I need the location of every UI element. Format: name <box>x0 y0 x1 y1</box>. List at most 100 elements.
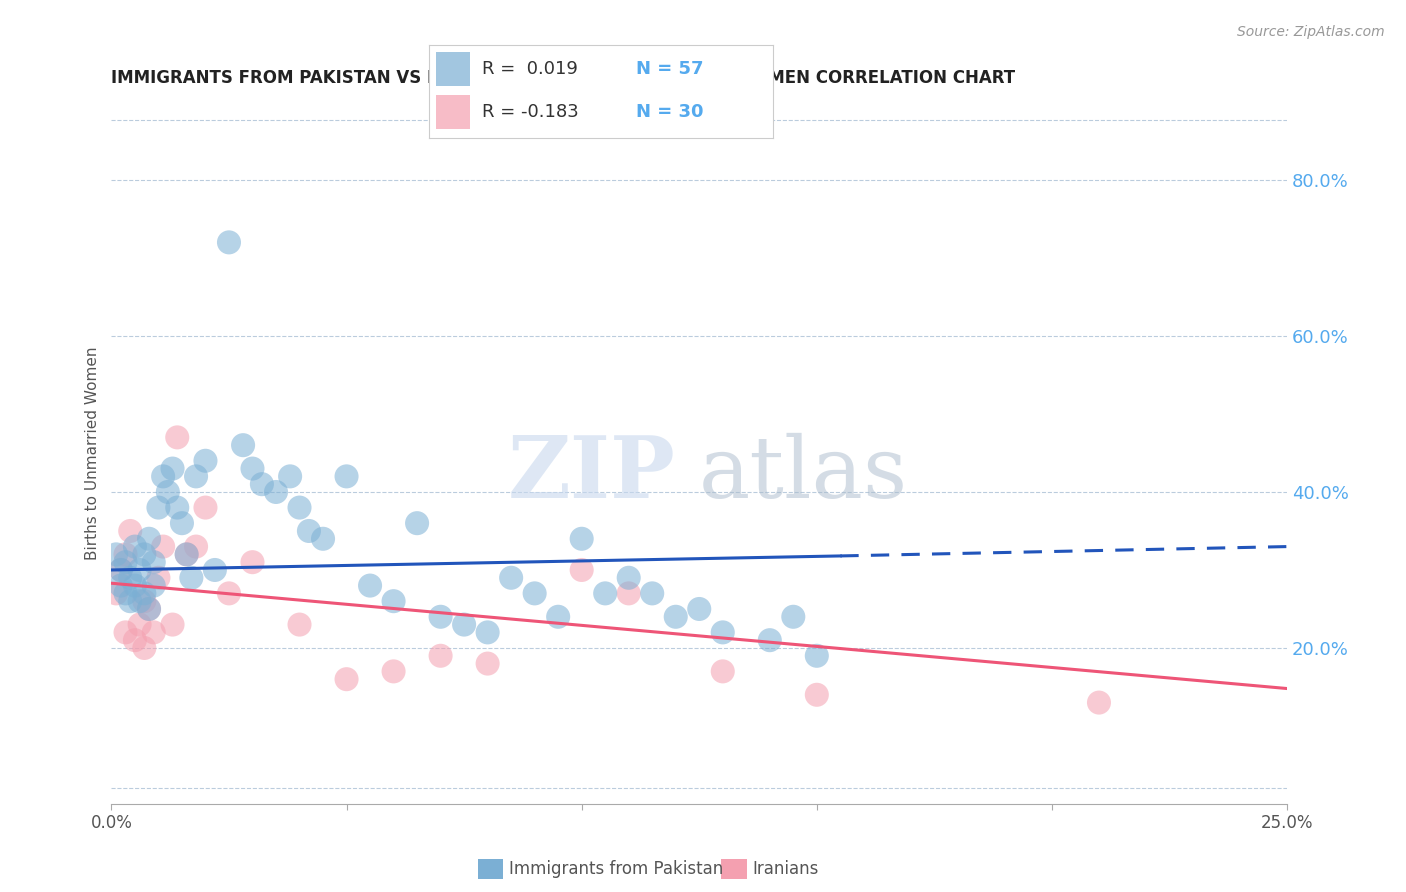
Point <box>110 563 132 577</box>
Point <box>288 617 311 632</box>
Point <box>218 586 240 600</box>
Point <box>429 609 451 624</box>
Point <box>242 461 264 475</box>
Point <box>142 555 165 569</box>
Point <box>194 454 217 468</box>
Point <box>124 633 146 648</box>
Text: R = -0.183: R = -0.183 <box>482 103 579 121</box>
Point <box>110 578 132 592</box>
Point <box>382 594 405 608</box>
Point <box>120 594 142 608</box>
Text: R =  0.019: R = 0.019 <box>482 60 578 78</box>
Point <box>1088 696 1111 710</box>
Point <box>806 688 828 702</box>
Point <box>162 617 184 632</box>
Point <box>264 485 287 500</box>
Point <box>124 578 146 592</box>
Point <box>204 563 226 577</box>
Point <box>501 571 523 585</box>
Point <box>298 524 321 538</box>
Text: N = 30: N = 30 <box>636 103 703 121</box>
Text: N = 57: N = 57 <box>636 60 703 78</box>
Point <box>688 602 710 616</box>
Point <box>547 609 569 624</box>
Text: atlas: atlas <box>699 433 908 516</box>
Point <box>105 586 128 600</box>
Point <box>138 532 160 546</box>
Point <box>134 594 156 608</box>
Point <box>114 547 136 561</box>
Point <box>335 469 357 483</box>
Point <box>120 571 142 585</box>
Point <box>128 563 150 577</box>
Point <box>665 609 688 624</box>
Point <box>477 625 499 640</box>
Point <box>477 657 499 671</box>
Point <box>571 532 593 546</box>
Point <box>176 547 198 561</box>
Point <box>806 648 828 663</box>
Point <box>114 586 136 600</box>
Point <box>782 609 804 624</box>
Point <box>124 540 146 554</box>
Point <box>571 563 593 577</box>
Point <box>335 672 357 686</box>
Point <box>128 594 150 608</box>
Point <box>359 578 381 592</box>
FancyBboxPatch shape <box>436 52 470 86</box>
Point <box>152 469 174 483</box>
Point <box>134 640 156 655</box>
Text: Source: ZipAtlas.com: Source: ZipAtlas.com <box>1237 25 1385 39</box>
Point <box>641 586 664 600</box>
FancyBboxPatch shape <box>436 95 470 129</box>
Point <box>278 469 301 483</box>
Text: Iranians: Iranians <box>752 860 818 878</box>
Point <box>152 540 174 554</box>
Text: Immigrants from Pakistan: Immigrants from Pakistan <box>509 860 723 878</box>
Point <box>194 500 217 515</box>
Point <box>711 625 734 640</box>
Point <box>759 633 782 648</box>
Point <box>134 547 156 561</box>
Point <box>114 555 136 569</box>
Text: ZIP: ZIP <box>508 432 676 516</box>
Point <box>382 665 405 679</box>
Y-axis label: Births to Unmarried Women: Births to Unmarried Women <box>86 346 100 559</box>
Point <box>105 547 128 561</box>
Point <box>180 571 202 585</box>
Text: IMMIGRANTS FROM PAKISTAN VS IRANIAN BIRTHS TO UNMARRIED WOMEN CORRELATION CHART: IMMIGRANTS FROM PAKISTAN VS IRANIAN BIRT… <box>111 69 1015 87</box>
Point <box>176 547 198 561</box>
Point <box>120 524 142 538</box>
Point <box>617 571 640 585</box>
Point <box>148 500 170 515</box>
Point <box>429 648 451 663</box>
Point <box>288 500 311 515</box>
Point <box>128 617 150 632</box>
Point <box>110 563 132 577</box>
Point <box>711 665 734 679</box>
Point <box>184 540 207 554</box>
Point <box>523 586 546 600</box>
Point <box>166 430 188 444</box>
Point <box>142 625 165 640</box>
Point <box>138 602 160 616</box>
Point <box>312 532 335 546</box>
Point <box>250 477 273 491</box>
Point <box>232 438 254 452</box>
Point <box>156 485 179 500</box>
Point <box>242 555 264 569</box>
Point <box>134 586 156 600</box>
Point <box>617 586 640 600</box>
Point <box>453 617 475 632</box>
Point <box>170 516 193 531</box>
Point <box>593 586 616 600</box>
Point <box>218 235 240 250</box>
Point <box>138 602 160 616</box>
Point <box>166 500 188 515</box>
Point <box>114 625 136 640</box>
Point <box>184 469 207 483</box>
Point <box>406 516 429 531</box>
Point <box>162 461 184 475</box>
Point <box>142 578 165 592</box>
Point <box>148 571 170 585</box>
